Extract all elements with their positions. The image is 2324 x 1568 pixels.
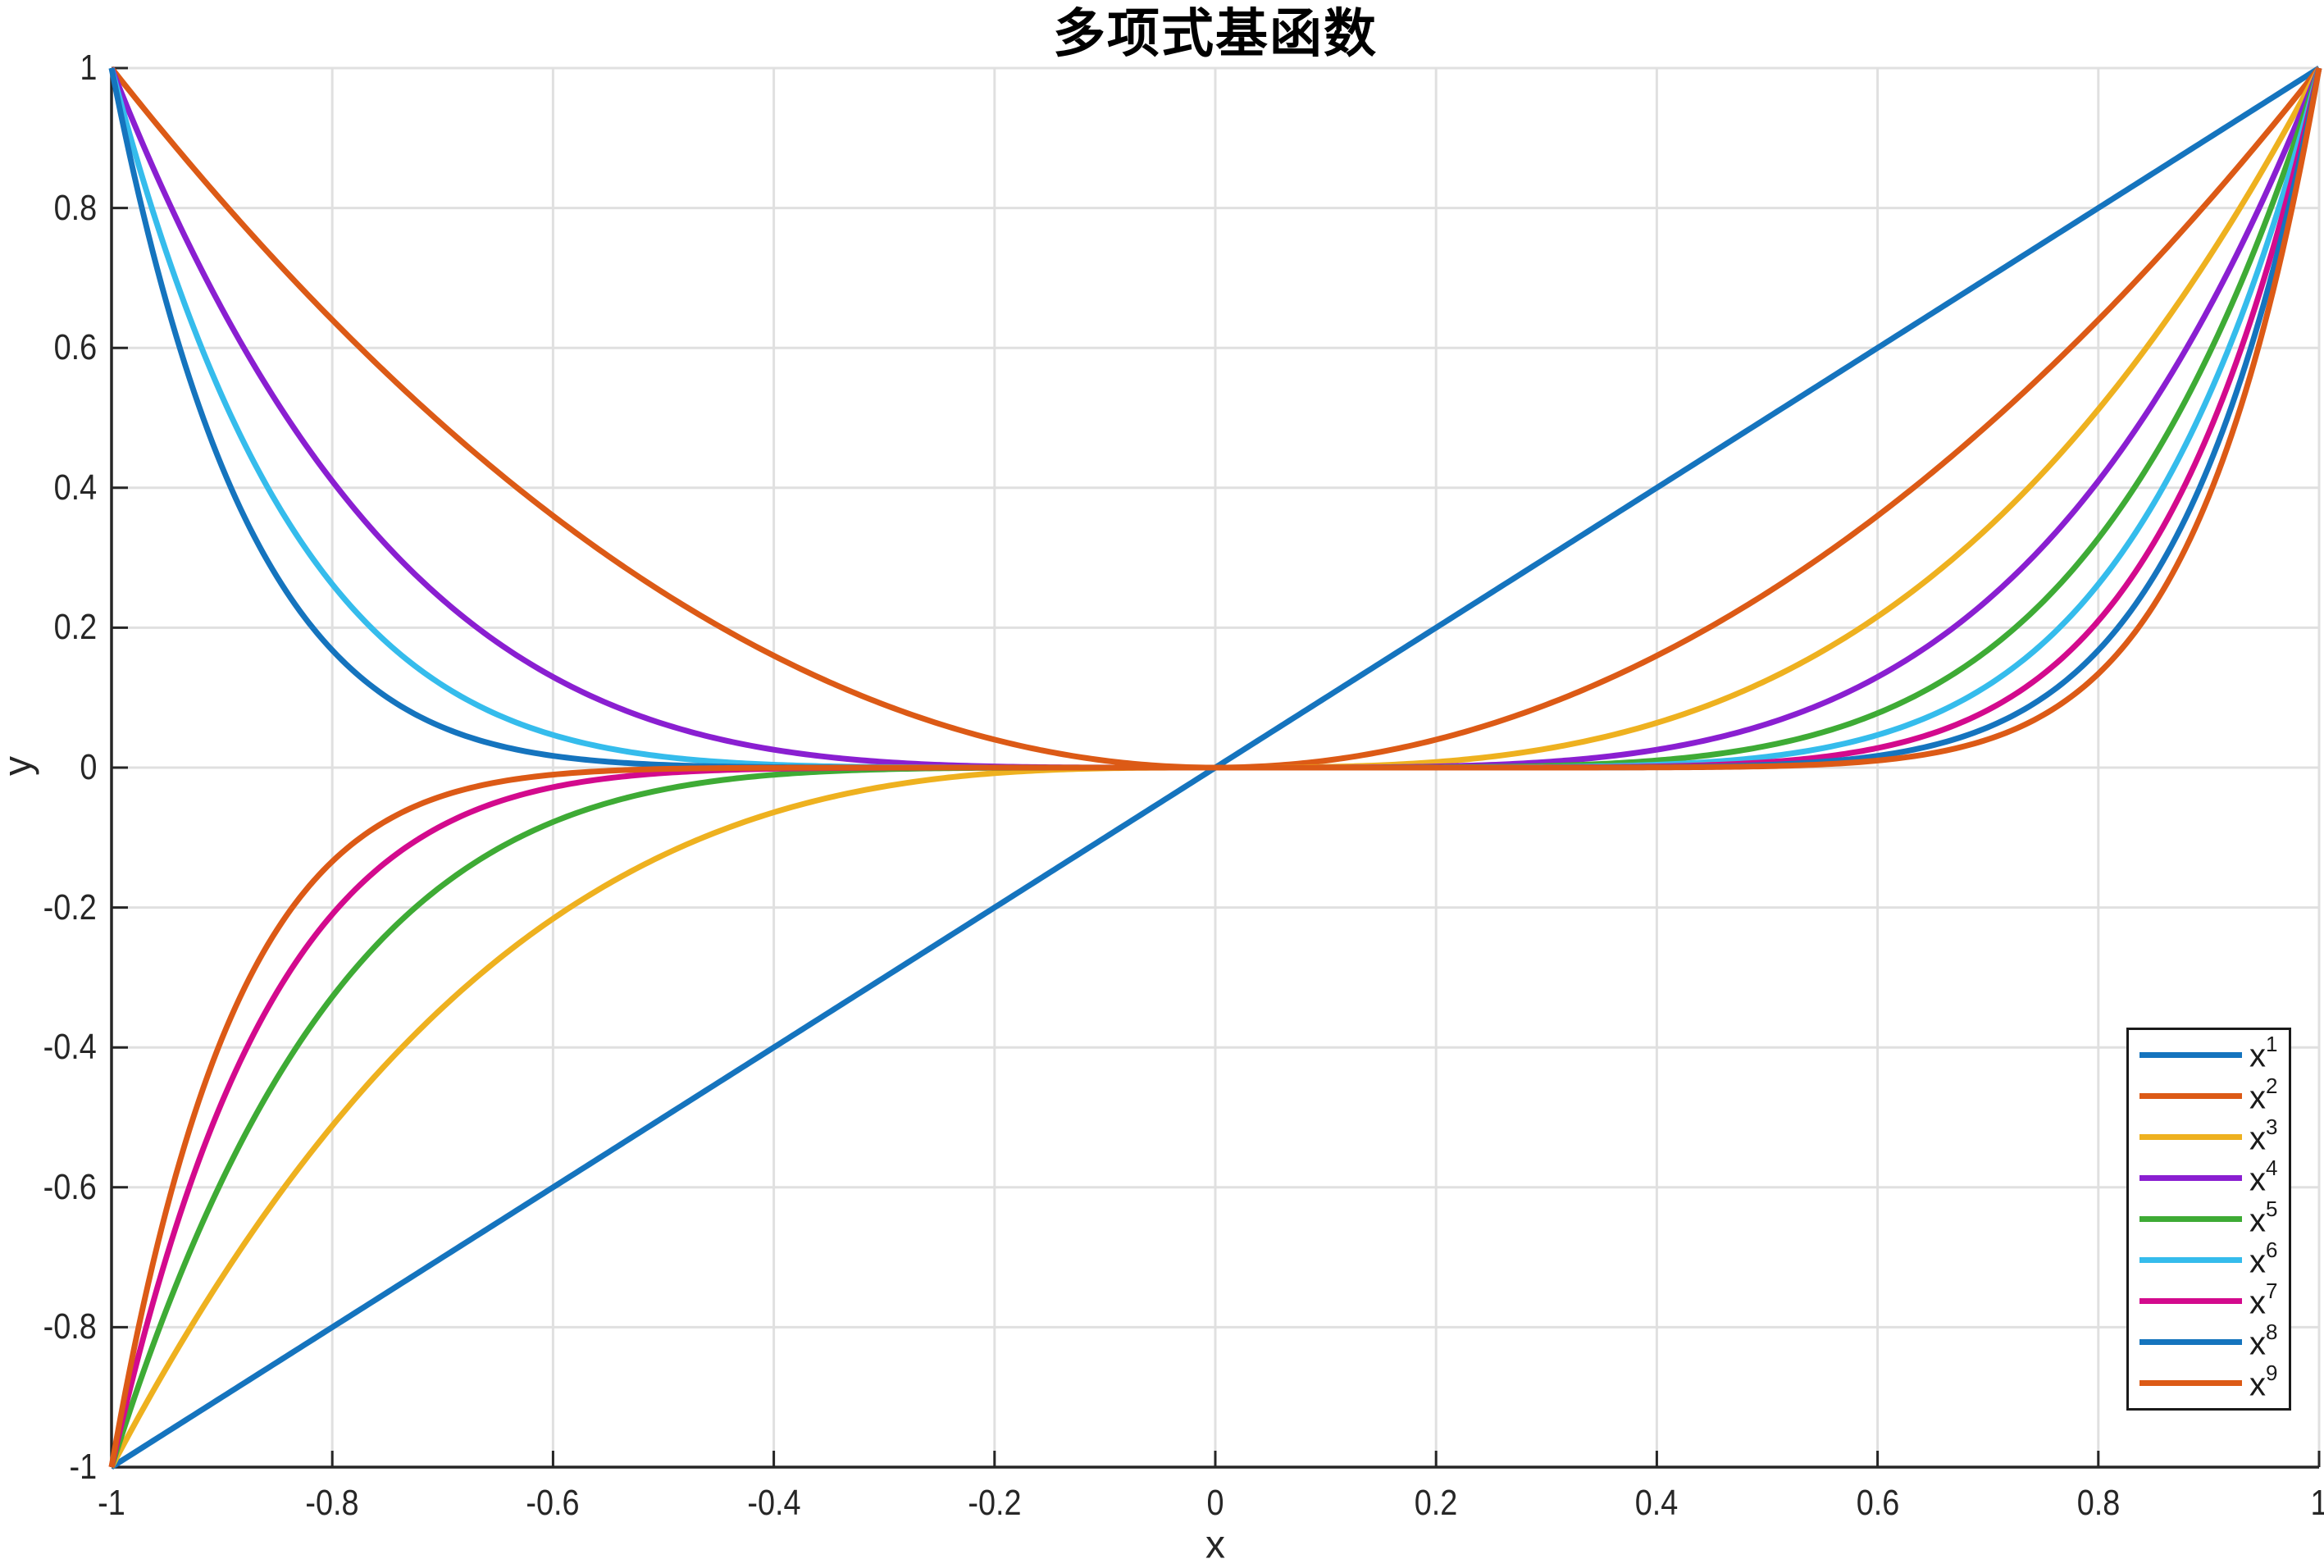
legend-label-x2: x2 — [2249, 1073, 2278, 1115]
legend-label-x5: x5 — [2249, 1196, 2278, 1239]
legend-label-x7: x7 — [2249, 1278, 2278, 1321]
legend-label-x8: x8 — [2249, 1320, 2278, 1362]
legend-item-x7: x7 — [2139, 1278, 2289, 1321]
y-tick-label: 1 — [79, 48, 97, 88]
legend-label-x9: x9 — [2249, 1361, 2278, 1403]
y-tick-label: -0.8 — [43, 1306, 97, 1347]
legend-label-x1: x1 — [2249, 1032, 2278, 1074]
legend-swatch-x2 — [2139, 1092, 2242, 1099]
legend-swatch-x4 — [2139, 1174, 2242, 1181]
x-tick-label: 0.2 — [1414, 1483, 1458, 1523]
legend-swatch-x8 — [2139, 1339, 2242, 1346]
x-tick-label: -0.6 — [526, 1483, 580, 1523]
y-tick-label: -1 — [69, 1447, 97, 1487]
y-tick-label: -0.4 — [43, 1027, 97, 1068]
x-tick-label: -1 — [98, 1483, 125, 1523]
y-tick-label: -0.2 — [43, 887, 97, 928]
y-tick-label: 0 — [79, 747, 97, 787]
x-tick-label: 0.6 — [1856, 1483, 1899, 1523]
y-tick-label: 0.6 — [53, 327, 97, 368]
y-tick-label: 0.4 — [53, 467, 97, 508]
series-path-x9 — [108, 67, 2322, 1468]
legend-label-x3: x3 — [2249, 1114, 2278, 1156]
x-tick-label: 0.8 — [2076, 1483, 2121, 1523]
x-tick-label: -0.4 — [746, 1483, 801, 1523]
legend-item-x1: x1 — [2139, 1032, 2289, 1074]
legend-swatch-x9 — [2139, 1380, 2242, 1387]
x-tick-label: 0 — [1206, 1483, 1224, 1523]
y-axis-label: y — [0, 756, 40, 776]
legend-swatch-x3 — [2139, 1133, 2242, 1140]
legend-item-x5: x5 — [2139, 1196, 2289, 1239]
x-tick-label: -0.2 — [968, 1483, 1022, 1523]
legend-item-x3: x3 — [2139, 1114, 2289, 1156]
legend-label-x4: x4 — [2249, 1155, 2278, 1198]
chart-title: 多项式基函数 — [1053, 4, 1378, 65]
legend: x1 x2 x3 x4 x5 x6 x7 x8 x9 — [2126, 1028, 2291, 1411]
y-tick-label: 0.8 — [53, 187, 97, 228]
legend-item-x8: x8 — [2139, 1320, 2289, 1362]
legend-item-x6: x6 — [2139, 1237, 2289, 1280]
y-tick-label: 0.2 — [53, 607, 97, 648]
legend-swatch-x6 — [2139, 1257, 2242, 1264]
legend-swatch-x7 — [2139, 1298, 2242, 1305]
x-tick-label: 1 — [2309, 1483, 2324, 1524]
legend-item-x4: x4 — [2139, 1155, 2289, 1198]
x-tick-label: 0.4 — [1635, 1483, 1679, 1523]
legend-label-x6: x6 — [2249, 1237, 2278, 1280]
x-axis-label: x — [1205, 1523, 1225, 1567]
y-tick-label: -0.6 — [43, 1166, 97, 1207]
legend-swatch-x5 — [2139, 1215, 2242, 1222]
legend-item-x9: x9 — [2139, 1361, 2289, 1403]
x-tick-label: -0.8 — [305, 1483, 359, 1523]
legend-swatch-x1 — [2139, 1051, 2242, 1058]
legend-item-x2: x2 — [2139, 1073, 2289, 1115]
